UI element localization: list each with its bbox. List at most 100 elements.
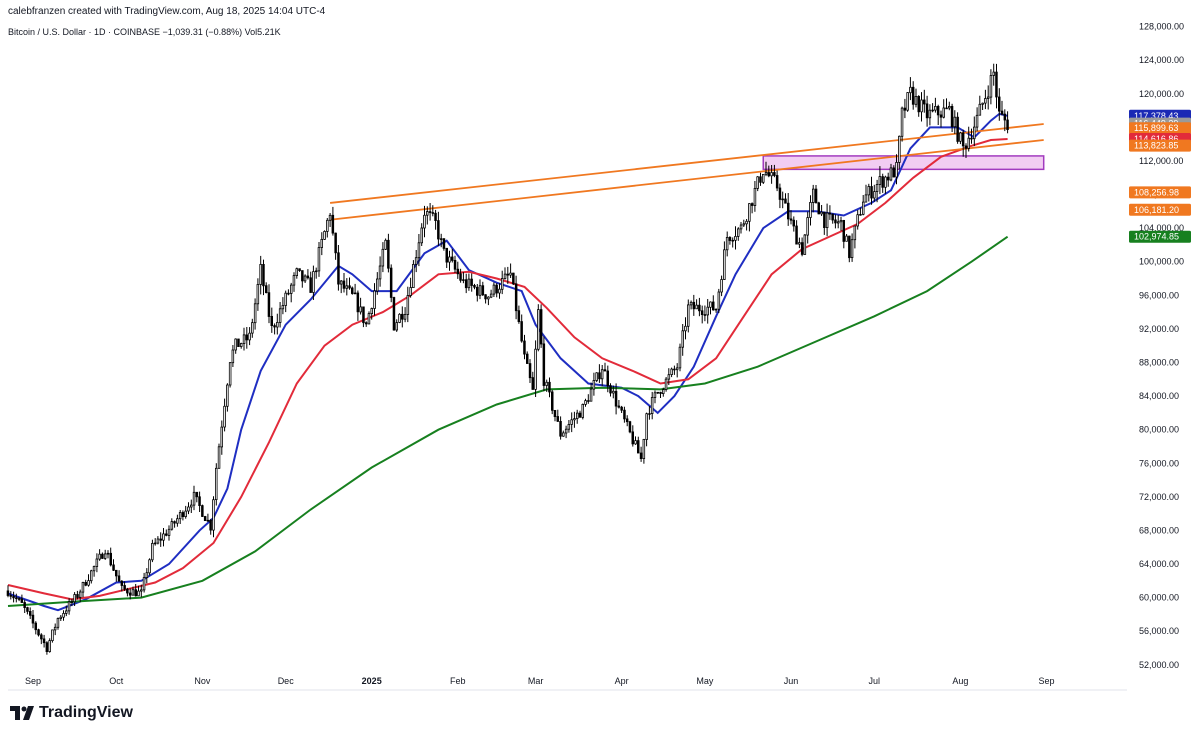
candle-body: [562, 432, 565, 437]
candle-body: [731, 239, 735, 242]
candle-body: [420, 227, 423, 244]
candle-body: [592, 380, 596, 390]
candle-body: [437, 220, 440, 240]
price-tick-label: 112,000.00: [1139, 156, 1183, 166]
candle-body: [87, 580, 90, 586]
candle-body: [373, 290, 376, 309]
candle-body: [353, 292, 357, 295]
candle-body: [784, 198, 787, 204]
candle-body: [770, 172, 773, 177]
candle-body: [489, 293, 493, 298]
candle-body: [425, 211, 429, 216]
candle-body: [734, 235, 737, 241]
candle-body: [728, 236, 732, 241]
candle-body: [281, 305, 285, 310]
price-tick-label: 76,000.00: [1139, 458, 1179, 468]
time-axis[interactable]: Sep Oct Nov Dec 2025 Feb Mar Apr May Jun Jul Aug Sep: [25, 676, 1055, 686]
candle-body: [662, 389, 665, 395]
candle-body: [989, 75, 993, 98]
candle-body: [56, 618, 60, 628]
candle-body: [273, 325, 276, 328]
candle-body: [831, 213, 834, 221]
candle-body: [559, 420, 562, 437]
candle-body: [870, 186, 873, 199]
candle-body: [812, 188, 815, 203]
candle-body: [598, 372, 601, 380]
candle-body: [675, 367, 679, 371]
candle-body: [462, 279, 465, 281]
candle-body: [67, 601, 71, 612]
candle-body: [898, 135, 901, 163]
time-tick-label: Mar: [528, 676, 544, 686]
candle-body: [942, 107, 946, 118]
candle-body: [517, 310, 521, 323]
candle-body: [667, 374, 671, 380]
candle-body: [814, 188, 818, 204]
candle-body: [359, 306, 362, 313]
candle-body: [678, 346, 682, 369]
candle-body: [156, 538, 160, 544]
candle-body: [534, 348, 537, 390]
candle-body: [48, 640, 51, 652]
price-tick-label: 92,000.00: [1139, 324, 1179, 334]
price-tick-label: 128,000.00: [1139, 22, 1184, 32]
candle-body: [17, 598, 21, 600]
candle-body: [206, 519, 210, 522]
price-tick-label: 84,000.00: [1139, 391, 1179, 401]
price-tag-label: 108,256.98: [1134, 187, 1179, 197]
candle-body: [806, 217, 809, 236]
candle-body: [387, 239, 390, 269]
candle-body: [695, 304, 698, 310]
candle-body: [484, 294, 487, 300]
candle-body: [742, 223, 746, 226]
candle-body: [239, 343, 243, 347]
candle-body: [909, 86, 912, 94]
price-tick-label: 104,000.00: [1139, 223, 1184, 233]
candle-body: [800, 242, 804, 255]
candle-body: [103, 553, 107, 559]
candle-body: [795, 225, 798, 245]
candle-body: [820, 211, 823, 215]
candle-body: [875, 184, 879, 192]
candle-body: [9, 595, 12, 597]
resistance-trendline-2: [329, 139, 1044, 221]
candle-body: [853, 225, 857, 241]
candle-body: [825, 212, 829, 229]
candle-body: [845, 235, 848, 242]
candle-body: [878, 176, 882, 185]
candle-body: [448, 256, 451, 263]
trendline-layer: [329, 123, 1044, 221]
price-tag-box: [1129, 203, 1191, 216]
price-tick-label: 68,000.00: [1139, 525, 1179, 535]
price-tick-label: 124,000.00: [1139, 55, 1184, 65]
candle-body: [748, 203, 751, 222]
candle-body: [959, 132, 962, 142]
candle-body: [648, 413, 651, 415]
candle-body: [445, 247, 448, 263]
candle-body: [323, 230, 326, 240]
candle-body: [120, 580, 124, 586]
tradingview-logo[interactable]: TradingView: [10, 702, 133, 724]
candle-body: [886, 176, 890, 181]
candle-body: [703, 314, 707, 316]
candle-body: [512, 272, 515, 285]
candle-body: [212, 499, 215, 531]
price-tag-label: 115,899.63: [1134, 123, 1178, 133]
candle-body: [234, 338, 237, 351]
candle-body: [725, 236, 729, 251]
candle-body: [367, 313, 371, 325]
candle-body: [498, 288, 501, 294]
candle-body: [301, 270, 304, 282]
candle-body: [917, 96, 921, 113]
candle-body: [573, 418, 576, 421]
candle-body: [287, 292, 290, 295]
candle-body: [248, 332, 251, 341]
candle-body: [342, 280, 346, 289]
candle-body: [495, 284, 498, 294]
candle-body: [900, 107, 904, 137]
candle-body: [314, 270, 318, 273]
candle-body: [864, 194, 868, 203]
candle-body: [759, 176, 762, 183]
candle-body: [709, 301, 712, 308]
